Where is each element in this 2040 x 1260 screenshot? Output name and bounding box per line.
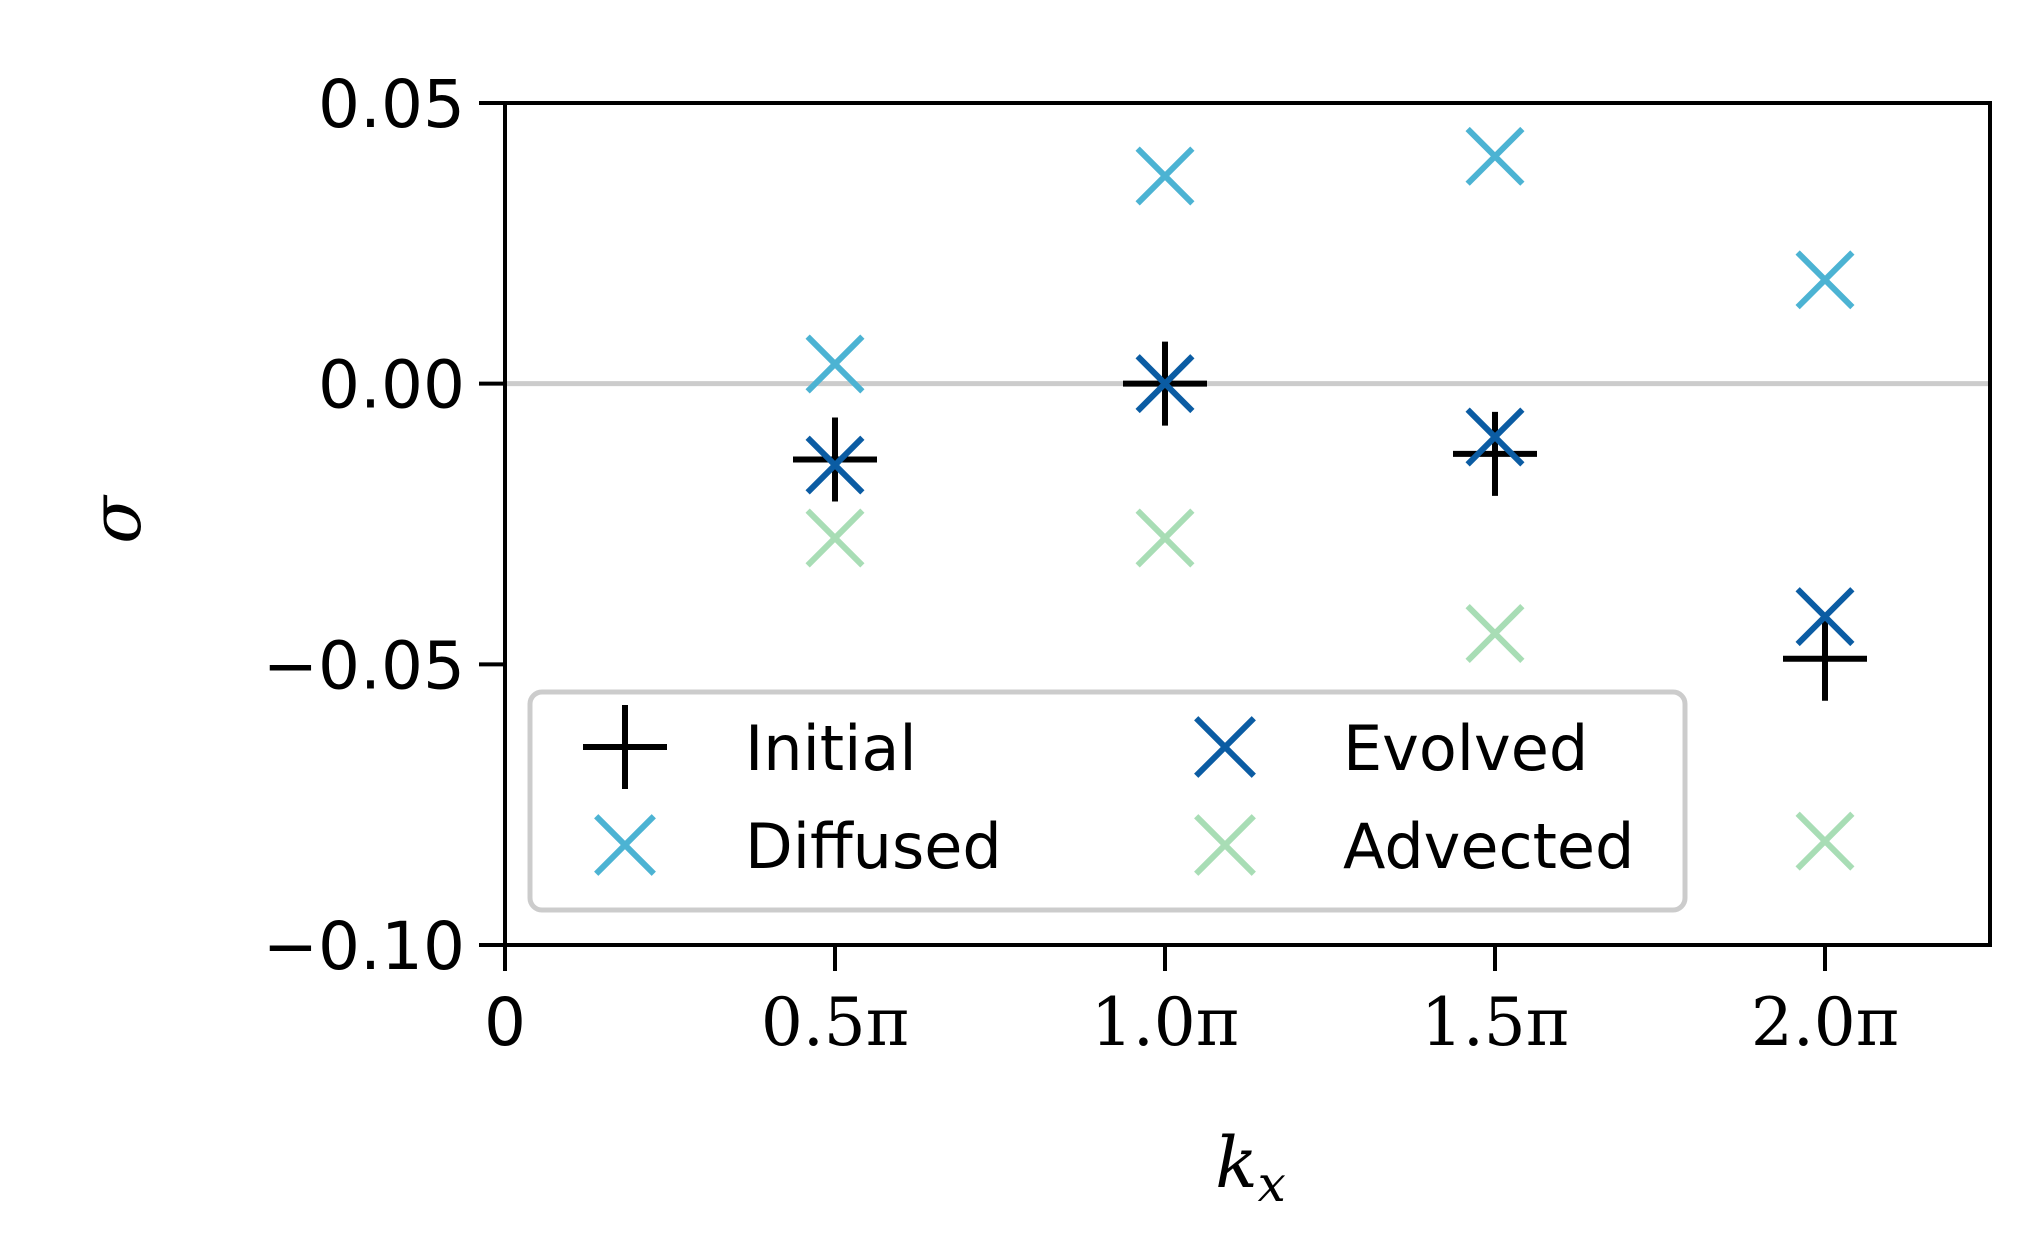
- legend-label-advected: Advected: [1343, 810, 1634, 883]
- y-tick-label: −0.10: [263, 908, 465, 985]
- plot-area: [505, 126, 1990, 871]
- marker-stroke: [1135, 354, 1195, 414]
- legend-marker-initial: [583, 705, 667, 789]
- marker-stroke: [1465, 407, 1525, 467]
- data-point-diffused: [1135, 146, 1195, 206]
- data-point-advected: [805, 508, 865, 568]
- legend-label-diffused: Diffused: [745, 810, 1002, 883]
- legend-label-initial: Initial: [745, 712, 917, 785]
- data-point-initial: [793, 417, 877, 502]
- data-point-initial: [1453, 411, 1537, 496]
- data-point-advected: [1795, 811, 1855, 871]
- x-axis-label-subscript: x: [1258, 1155, 1286, 1213]
- data-point-initial: [1783, 616, 1867, 701]
- legend-marker-diffused: [594, 814, 656, 876]
- marker-stroke: [1465, 126, 1525, 186]
- data-point-diffused: [805, 334, 865, 394]
- x-axis-label: kx: [1215, 1122, 1286, 1213]
- data-point-diffused: [1795, 250, 1855, 310]
- x-tick-label: 0: [484, 984, 526, 1061]
- axes-frame: [503, 101, 1992, 947]
- marker-stroke: [1194, 716, 1256, 778]
- marker-stroke: [1795, 587, 1855, 647]
- y-tick-label: −0.05: [263, 627, 465, 704]
- marker-stroke: [1465, 603, 1525, 663]
- data-point-evolved: [805, 435, 865, 495]
- data-point-evolved: [1465, 407, 1525, 467]
- data-point-diffused: [1465, 126, 1525, 186]
- marker-stroke: [1795, 250, 1855, 310]
- data-point-evolved: [1135, 354, 1195, 414]
- marker-stroke: [805, 334, 865, 394]
- marker-stroke: [1194, 814, 1256, 876]
- marker-stroke: [1135, 508, 1195, 568]
- y-tick-label: 0.05: [318, 66, 465, 143]
- y-tick-label: 0.00: [318, 347, 465, 424]
- y-axis-label: σ: [75, 494, 157, 544]
- x-tick-label: 0.5π: [761, 984, 909, 1061]
- legend-box: [527, 689, 1688, 913]
- data-point-advected: [1465, 603, 1525, 663]
- marker-stroke: [805, 435, 865, 495]
- x-axis-label-main: k: [1215, 1122, 1257, 1204]
- x-tick-label: 1.0π: [1091, 984, 1239, 1061]
- legend-marker-evolved: [1194, 716, 1256, 778]
- legend-marker-advected: [1194, 814, 1256, 876]
- data-point-advected: [1135, 508, 1195, 568]
- marker-stroke: [1135, 146, 1195, 206]
- axes: 0.05 0.00 −0.05 −0.100 0.5π 1.0π 1.5π 2.0π kx σ: [75, 66, 1992, 1213]
- marker-stroke: [594, 814, 656, 876]
- x-tick-label: 2.0π: [1751, 984, 1899, 1061]
- legend: Initial Evolved Diffused Advected: [527, 689, 1688, 913]
- data-point-evolved: [1795, 587, 1855, 647]
- marker-stroke: [805, 508, 865, 568]
- legend-label-evolved: Evolved: [1343, 712, 1588, 785]
- marker-stroke: [1795, 811, 1855, 871]
- x-tick-label: 1.5π: [1421, 984, 1569, 1061]
